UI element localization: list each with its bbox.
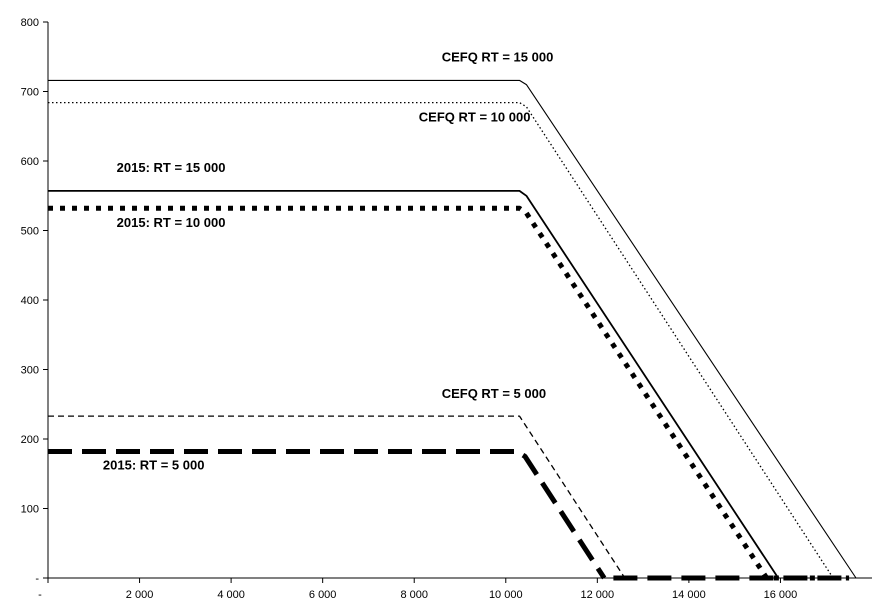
y-tick-label: 700	[21, 87, 39, 99]
series-line-6	[48, 449, 607, 580]
x-tick-label: 12 000	[581, 589, 615, 601]
y-tick-label: 600	[21, 156, 39, 168]
x-tick-label: 8 000	[400, 589, 428, 601]
series-line-1	[48, 79, 857, 579]
series-label-3: 2015: RT = 15 000	[117, 160, 226, 175]
series-line-4	[48, 205, 850, 581]
series-annotations: CEFQ RT = 15 000 CEFQ RT = 10 000 2015: RT…	[103, 50, 553, 473]
series-label-6: 2015: RT = 5 000	[103, 458, 205, 473]
x-ticks: - 2 000 4 000 6 000 8 000 10 000 12 000 14 000 1…	[38, 578, 797, 601]
x-tick-label: 14 000	[672, 589, 706, 601]
series-lines	[48, 79, 857, 581]
y-tick-label: -	[35, 573, 39, 585]
series-line-5	[48, 415, 626, 579]
series-label-1: CEFQ RT = 15 000	[442, 50, 554, 65]
x-tick-label: 2 000	[126, 589, 154, 601]
y-tick-label: 200	[21, 434, 39, 446]
y-tick-label: 100	[21, 504, 39, 516]
x-tick-label: 4 000	[217, 589, 245, 601]
x-tick-label: 16 000	[764, 589, 798, 601]
series-label-5: CEFQ RT = 5 000	[442, 386, 546, 401]
series-line-3	[48, 189, 779, 579]
y-tick-label: 500	[21, 226, 39, 238]
series-line-2	[48, 101, 834, 579]
x-tick-label: 10 000	[489, 589, 523, 601]
y-tick-label: 800	[21, 17, 39, 29]
series-label-2: CEFQ RT = 10 000	[419, 109, 531, 124]
x-tick-label: -	[38, 589, 42, 601]
y-tick-label: 300	[21, 365, 39, 377]
y-tick-label: 400	[21, 295, 39, 307]
series-label-4: 2015: RT = 10 000	[117, 215, 226, 230]
axes	[47, 22, 872, 579]
y-ticks: - 100 200 300 400 500 600 700 800	[21, 17, 48, 585]
x-tick-label: 6 000	[309, 589, 337, 601]
